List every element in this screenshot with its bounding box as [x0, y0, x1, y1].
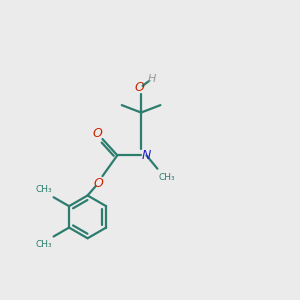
Text: CH₃: CH₃ [35, 185, 52, 194]
Text: O: O [93, 177, 103, 190]
Text: O: O [92, 127, 102, 140]
Text: CH₃: CH₃ [158, 173, 175, 182]
Text: O: O [135, 81, 145, 94]
Text: H: H [148, 74, 157, 84]
Text: N: N [142, 149, 151, 162]
Text: CH₃: CH₃ [35, 240, 52, 249]
